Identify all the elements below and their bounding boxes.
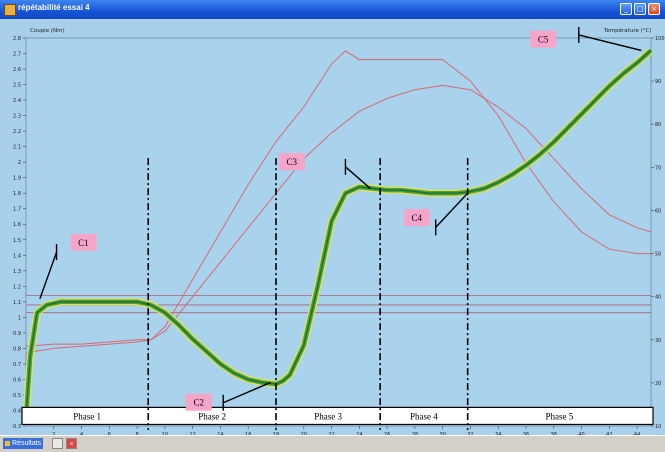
y-right-tick-label: 80 bbox=[655, 122, 661, 128]
y-right-tick-label: 30 bbox=[655, 338, 661, 344]
callout-leader bbox=[222, 381, 271, 404]
x-tick-label: 14 bbox=[217, 432, 223, 435]
y-left-tick-label: 2.8 bbox=[13, 36, 21, 42]
x-tick-label: 2 bbox=[52, 432, 55, 435]
callout-box bbox=[278, 153, 305, 171]
phase-label: Phase 3 bbox=[314, 411, 342, 421]
y-right-tick-label: 90 bbox=[655, 79, 661, 85]
y-left-tick-label: 0.9 bbox=[13, 331, 21, 337]
x-tick-label: 40 bbox=[578, 432, 584, 435]
callout-label: C2 bbox=[193, 398, 204, 408]
taskbar: Résultats × bbox=[0, 435, 665, 452]
title-bar[interactable]: répétabilité essai 4 _ □ × bbox=[0, 0, 665, 19]
x-tick-label: 12 bbox=[189, 432, 195, 435]
x-tick-label: 20 bbox=[301, 432, 307, 435]
x-tick-label: 26 bbox=[384, 432, 390, 435]
phase-label: Phase 4 bbox=[410, 411, 438, 421]
x-tick-label: 38 bbox=[551, 432, 557, 435]
close-button[interactable]: × bbox=[648, 3, 660, 15]
maximize-button[interactable]: □ bbox=[634, 3, 646, 15]
x-tick-label: 32 bbox=[467, 432, 473, 435]
x-tick-label: 30 bbox=[439, 432, 445, 435]
x-tick-label: 44 bbox=[634, 432, 640, 435]
x-tick-label: 34 bbox=[495, 432, 501, 435]
y-left-tick-label: 2.1 bbox=[13, 145, 21, 151]
callout-box bbox=[403, 209, 430, 227]
x-tick-label: 22 bbox=[328, 432, 334, 435]
torque-line bbox=[25, 49, 652, 419]
y-left-tick-label: 1.9 bbox=[13, 176, 21, 182]
app-icon bbox=[4, 4, 16, 16]
y-right-tick-label: 50 bbox=[655, 252, 661, 258]
callout-label: C3 bbox=[287, 157, 298, 167]
y-left-tick-label: 1.7 bbox=[13, 207, 21, 213]
x-tick-label: 24 bbox=[356, 432, 362, 435]
y-right-tick-label: 60 bbox=[655, 208, 661, 214]
x-tick-label: 18 bbox=[273, 432, 279, 435]
y-right-axis-label: Température (°C) bbox=[603, 27, 651, 34]
callout-leader bbox=[344, 166, 371, 190]
x-tick-label: 6 bbox=[108, 432, 111, 435]
y-left-tick-label: 1.3 bbox=[13, 269, 21, 275]
y-left-tick-label: 1.4 bbox=[13, 253, 21, 259]
callout-leader bbox=[578, 34, 642, 52]
y-left-tick-label: 0.7 bbox=[13, 362, 21, 368]
y-left-tick-label: 2 bbox=[18, 160, 21, 166]
y-left-tick-label: 1.1 bbox=[13, 300, 21, 306]
y-right-tick-label: 40 bbox=[655, 295, 661, 301]
x-tick-label: 28 bbox=[412, 432, 418, 435]
x-tick-label: 16 bbox=[245, 432, 251, 435]
callout-box bbox=[70, 233, 97, 251]
x-axis-unit: min bbox=[653, 434, 662, 435]
y-left-tick-label: 1.8 bbox=[13, 191, 21, 197]
y-left-tick-label: 0.5 bbox=[13, 393, 21, 399]
y-left-tick-label: 2.3 bbox=[13, 114, 21, 120]
y-left-tick-label: 1.2 bbox=[13, 284, 21, 290]
phase-label: Phase 1 bbox=[73, 411, 101, 421]
y-right-tick-label: 70 bbox=[655, 165, 661, 171]
results-taskbar-button[interactable]: Résultats bbox=[3, 438, 43, 449]
y-left-tick-label: 0.4 bbox=[13, 408, 21, 414]
phase-strip bbox=[21, 406, 654, 426]
y-left-tick-label: 1.5 bbox=[13, 238, 21, 244]
x-tick-label: 10 bbox=[162, 432, 168, 435]
plot-frame bbox=[25, 37, 652, 427]
y-left-tick-label: 0.8 bbox=[13, 346, 21, 352]
phase-label: Phase 5 bbox=[545, 411, 573, 421]
y-left-tick-label: 1.6 bbox=[13, 222, 21, 228]
callout-label: C1 bbox=[78, 238, 89, 248]
window-title: répétabilité essai 4 bbox=[18, 3, 90, 12]
callout-leader bbox=[435, 192, 469, 228]
x-tick-label: 36 bbox=[523, 432, 529, 435]
y-left-tick-label: 2.7 bbox=[13, 52, 21, 58]
callout-box bbox=[185, 393, 212, 411]
x-tick-label: 4 bbox=[80, 432, 83, 435]
y-left-axis-label: Couple (Nm) bbox=[30, 28, 65, 34]
callout-leader bbox=[39, 251, 58, 299]
y-left-tick-label: 2.4 bbox=[13, 98, 21, 104]
y-right-tick-label: 10 bbox=[655, 424, 661, 430]
y-left-tick-label: 0.3 bbox=[13, 424, 21, 430]
y-left-tick-label: 2.6 bbox=[13, 67, 21, 73]
temperature-line bbox=[25, 50, 651, 354]
y-left-tick-label: 2.2 bbox=[13, 129, 21, 135]
taskbar-close-icon[interactable]: × bbox=[66, 438, 77, 449]
callout-label: C5 bbox=[538, 35, 549, 45]
y-right-tick-label: 20 bbox=[655, 381, 661, 387]
temperature-line bbox=[25, 84, 652, 347]
phase-label: Phase 2 bbox=[198, 411, 226, 421]
callout-box bbox=[530, 30, 557, 48]
callout-label: C4 bbox=[412, 213, 423, 223]
minimize-button[interactable]: _ bbox=[620, 3, 632, 15]
chart-area: Couple (Nm) Température (°C) min 0.3 0.4 0.5 0… bbox=[0, 19, 665, 435]
x-tick-label: 42 bbox=[606, 432, 612, 435]
taskbar-window-icon[interactable] bbox=[52, 438, 63, 449]
y-right-tick-label: 100 bbox=[655, 36, 665, 42]
y-left-tick-label: 2.5 bbox=[13, 83, 21, 89]
rheology-chart: Couple (Nm) Température (°C) min 0.3 0.4 0.5 0… bbox=[13, 26, 665, 435]
x-tick-label: 8 bbox=[136, 432, 139, 435]
y-left-tick-label: 1 bbox=[18, 315, 21, 321]
y-left-tick-label: 0.6 bbox=[13, 377, 21, 383]
